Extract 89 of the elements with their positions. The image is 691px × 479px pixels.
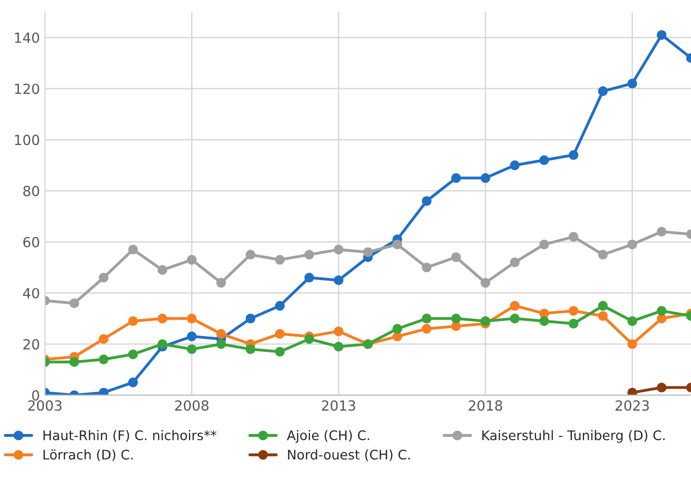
point [627,78,638,88]
point [539,240,550,250]
y-tick-label: 80 [23,186,40,196]
point [422,324,432,334]
point [568,318,578,329]
point [216,278,226,288]
point [598,250,608,260]
point [334,244,344,254]
y-tick-label: 120 [15,84,40,94]
point [510,160,520,170]
point [510,257,520,268]
point [598,86,608,96]
point [451,252,461,262]
point [510,314,520,324]
point [186,314,197,324]
point [98,272,109,283]
point [627,316,638,326]
point [304,250,314,260]
point [246,344,256,354]
legend-label: Kaiserstuhl - Tuniberg (D) C. [482,430,665,443]
point [128,316,138,326]
point [274,346,285,357]
point [246,250,256,260]
legend-label: Nord-ouest (CH) C. [288,449,410,462]
point [568,306,578,316]
x-tick-label: 2018 [468,400,502,411]
legend-label: Haut-Rhin (F) C. nichoirs** [44,430,216,442]
x-tick-label: 2013 [322,400,356,411]
legend-label: Lörrach (D) C. [44,449,133,462]
x-tick-label: 2008 [175,400,208,411]
point [304,272,314,283]
point [128,378,138,388]
point [304,334,314,344]
point [274,329,285,339]
point [158,314,168,324]
x-tick-label: 2023 [616,400,649,411]
point [539,155,550,166]
point [480,316,490,326]
point [128,244,138,254]
point [627,240,638,250]
point [627,388,638,396]
point [392,324,402,334]
y-tick-label: 40 [23,288,40,298]
point [598,311,608,321]
point [451,173,461,183]
legend-label: Ajoie (CH) C. [286,430,370,443]
point [656,226,666,237]
y-tick-label: 20 [23,339,40,350]
point [274,300,285,311]
y-tick-label: 100 [15,134,40,146]
point [98,334,109,344]
point [334,342,344,352]
point [392,240,402,250]
point [69,298,80,308]
point [539,316,550,326]
point [186,332,197,342]
y-tick-label: 60 [23,236,40,248]
point [568,150,578,160]
point [480,278,490,288]
point [656,306,666,316]
point [627,339,638,349]
point [334,326,344,336]
point [656,30,666,40]
point [216,329,226,339]
point [69,357,80,367]
point [186,254,197,265]
point [246,314,256,324]
y-tick-label: 0 [32,390,40,401]
point [480,173,490,183]
point [334,275,344,286]
point [422,196,432,206]
point [568,232,578,242]
point [98,388,109,396]
point [510,300,520,311]
point [186,344,197,354]
point [598,300,608,311]
point [451,314,461,324]
x-tick-label: 2003 [28,400,62,411]
point [274,254,285,265]
point [656,382,666,392]
point [158,339,168,349]
point [216,339,226,349]
y-tick-label: 140 [15,32,40,43]
point [158,265,168,275]
point [128,349,138,360]
point [422,262,432,272]
point [98,354,109,364]
point [363,247,373,257]
point [422,314,432,324]
